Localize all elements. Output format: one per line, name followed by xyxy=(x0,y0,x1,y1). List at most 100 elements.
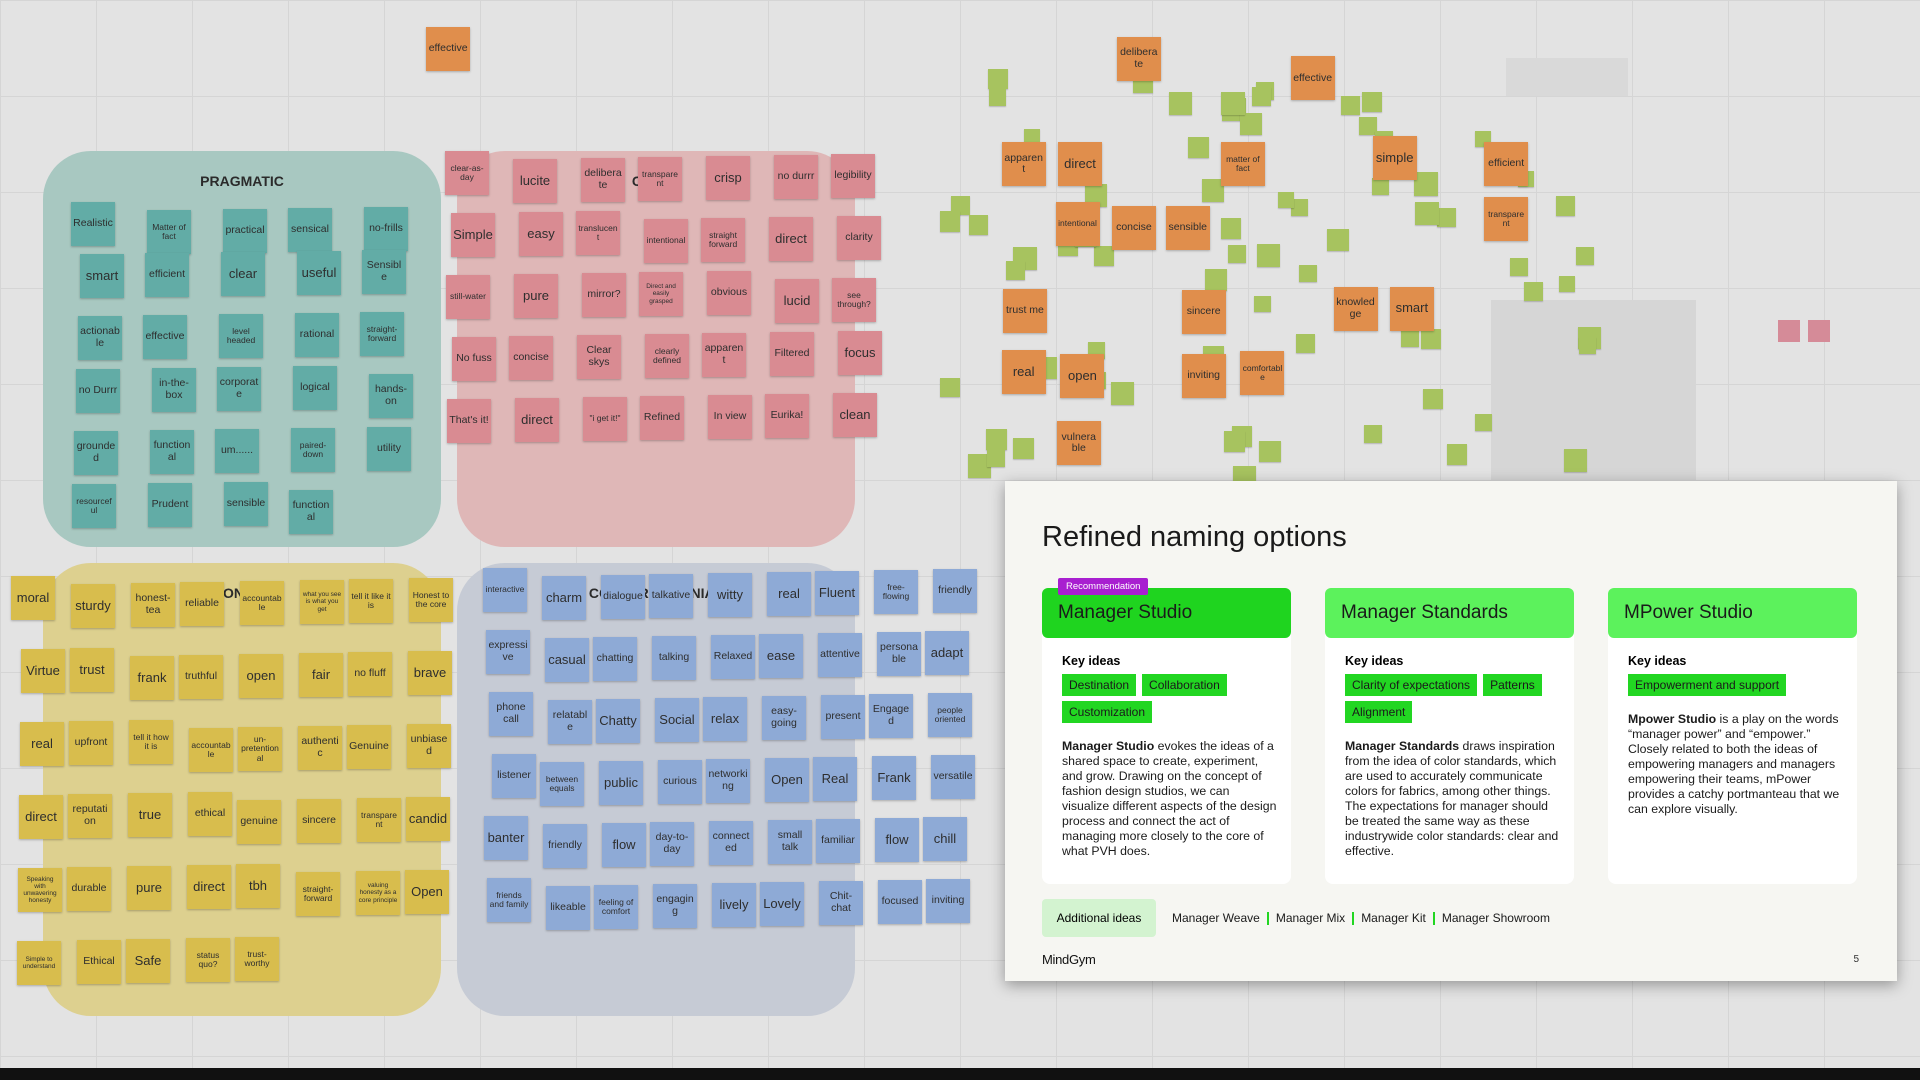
sticky-note: present xyxy=(821,695,865,739)
sticky-note: Refined xyxy=(640,396,684,440)
sticky-note: effective xyxy=(143,315,187,359)
green-note xyxy=(986,429,1007,450)
sticky-note: accountable xyxy=(240,581,284,625)
sticky-note: adapt xyxy=(925,631,969,675)
card-header: MPower Studio xyxy=(1608,588,1857,638)
sticky-note: deliberate xyxy=(1116,36,1161,81)
sticky-note: That's it! xyxy=(447,399,491,443)
sticky-note: direct xyxy=(515,398,559,442)
sticky-note: see through? xyxy=(832,278,876,322)
sticky-note: sincere xyxy=(297,799,341,843)
sticky-note: intentional xyxy=(1055,202,1100,247)
footer-logo: MindGym xyxy=(1042,952,1096,967)
sticky-note: curious xyxy=(658,760,702,804)
additional-idea: Manager Kit xyxy=(1361,911,1426,925)
sticky-note: Direct and easily grasped xyxy=(639,272,683,316)
sticky-note: banter xyxy=(484,816,528,860)
sticky-note: focus xyxy=(838,331,882,375)
sticky-note: friendly xyxy=(543,824,587,868)
sticky-note: concise xyxy=(1111,205,1156,250)
sticky-note: trust xyxy=(70,648,114,692)
sticky-note: transparent xyxy=(638,157,682,201)
additional-label: Additional ideas xyxy=(1042,899,1156,937)
sticky-note: unbiased xyxy=(407,724,451,768)
sticky-note: tell it how it is xyxy=(129,720,173,764)
sticky-note: apparent xyxy=(702,333,746,377)
sticky-note: no-frills xyxy=(364,207,408,251)
sticky-note: networking xyxy=(706,759,750,803)
sticky-note: engaging xyxy=(653,884,697,928)
sticky-note: hands-on xyxy=(369,374,413,418)
sticky-note: straight-forward xyxy=(296,872,340,916)
green-note xyxy=(1414,172,1438,196)
sticky-note: corporate xyxy=(217,367,261,411)
sticky-note: personable xyxy=(877,632,921,676)
sticky-note: in-the-box xyxy=(152,368,196,412)
green-note xyxy=(1446,444,1468,465)
sticky-note: un-pretentional xyxy=(238,727,282,771)
green-note xyxy=(1202,179,1225,202)
tag-list: Empowerment and support xyxy=(1628,674,1857,696)
card-header: Manager Standards xyxy=(1325,588,1574,638)
separator xyxy=(1432,911,1435,925)
sticky-note: Simple xyxy=(451,213,495,257)
green-note xyxy=(1110,381,1134,405)
sticky-note: reputation xyxy=(68,794,112,838)
sticky-note: deliberate xyxy=(581,158,625,202)
description-lead: Manager Studio xyxy=(1062,739,1155,753)
sticky-note: useful xyxy=(297,251,341,295)
green-note xyxy=(1295,333,1315,354)
green-note xyxy=(1084,184,1107,207)
tag: Collaboration xyxy=(1142,674,1227,696)
description-lead: Mpower Studio xyxy=(1628,712,1717,726)
sticky-note: pure xyxy=(514,274,558,318)
sticky-note: chill xyxy=(923,817,967,861)
name-card: Manager Standards Key ideas Clarity of exp… xyxy=(1325,588,1574,884)
sticky-note: ease xyxy=(759,634,803,678)
pink-note xyxy=(1778,320,1800,342)
recommendation-badge: Recommendation xyxy=(1058,578,1149,595)
sticky-note: Prudent xyxy=(148,483,192,527)
sticky-note: ethical xyxy=(188,792,232,836)
sticky-note: Honest to the core xyxy=(409,578,453,622)
green-note xyxy=(1401,328,1420,347)
sticky-note: inviting xyxy=(926,879,970,923)
green-note xyxy=(1474,414,1493,432)
sticky-note: expressive xyxy=(486,630,530,674)
sticky-note: dialogue xyxy=(601,575,645,619)
sticky-note: Chatty xyxy=(596,699,640,743)
sticky-note: direct xyxy=(1058,142,1102,187)
sticky-note: upfront xyxy=(69,721,113,765)
sticky-note: knowledge xyxy=(1333,286,1378,331)
sticky-note: relatable xyxy=(548,700,592,744)
green-note xyxy=(939,211,961,232)
green-note xyxy=(1420,328,1442,350)
sticky-note: Eurika! xyxy=(765,394,809,438)
sticky-note: apparent xyxy=(1001,142,1046,187)
sticky-note: Simple to understand xyxy=(17,941,61,985)
sticky-note: direct xyxy=(187,865,231,909)
tag: Empowerment and support xyxy=(1628,674,1787,696)
green-note xyxy=(967,454,992,479)
sticky-note: sensible xyxy=(1165,205,1210,250)
sticky-note: relax xyxy=(703,697,747,741)
green-note xyxy=(1523,281,1544,302)
tag: Clarity of expectations xyxy=(1345,674,1478,696)
green-note xyxy=(1252,86,1272,106)
green-note xyxy=(1221,91,1245,116)
sticky-note: chatting xyxy=(593,637,637,681)
green-note xyxy=(1259,440,1281,463)
sticky-note: translucent xyxy=(576,211,620,255)
sticky-note: Relaxed xyxy=(711,635,755,679)
sticky-note: efficient xyxy=(1484,142,1529,187)
sticky-note: clarity xyxy=(837,216,881,260)
green-note xyxy=(1575,247,1594,266)
sticky-note: sensical xyxy=(288,208,332,252)
sticky-note: direct xyxy=(769,217,813,261)
sticky-note: utility xyxy=(367,427,411,471)
sticky-note: valuing honesty as a core principle xyxy=(356,871,400,915)
sticky-note: flow xyxy=(602,823,646,867)
sticky-note: logical xyxy=(293,366,337,410)
green-note xyxy=(1005,260,1026,281)
sticky-note: clean xyxy=(833,393,877,437)
